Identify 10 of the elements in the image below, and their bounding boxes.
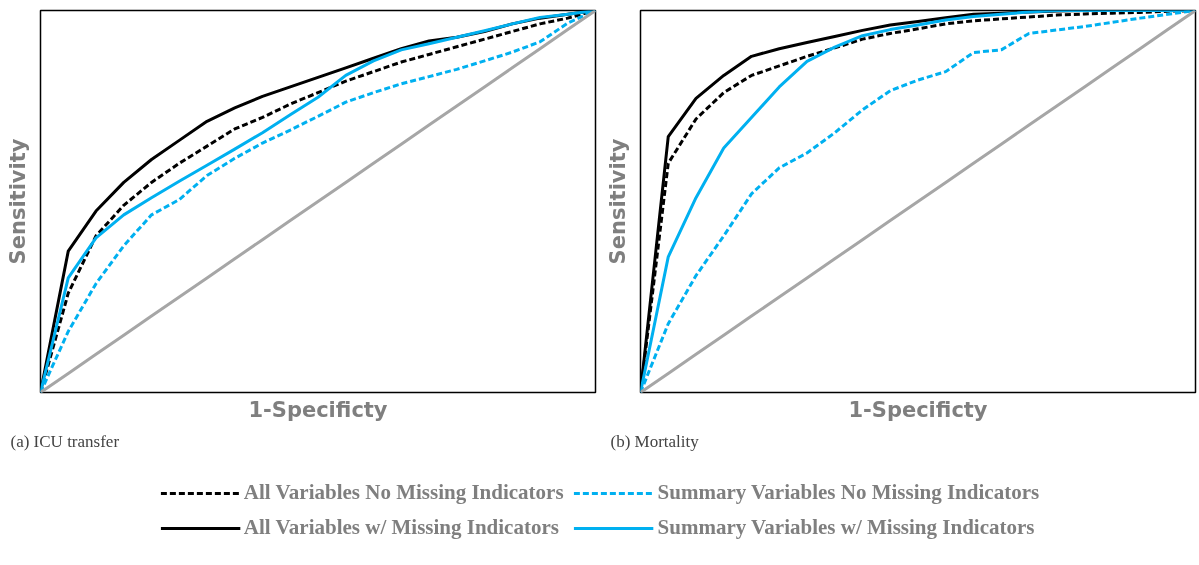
legend-label: Summary Variables w/ Missing Indicators xyxy=(657,515,1035,540)
legend-label: All Variables w/ Missing Indicators xyxy=(243,515,559,540)
y-axis-title: Sensitivity xyxy=(5,138,30,265)
legend-label: Summary Variables No Missing Indicators xyxy=(657,480,1040,505)
x-axis-title: 1-Specificty xyxy=(848,397,988,422)
text: (a) ICU transfer xyxy=(10,431,120,451)
text: (b) Mortality xyxy=(610,431,700,451)
legend-label: All Variables No Missing Indicators xyxy=(243,480,564,505)
y-axis-title: Sensitivity xyxy=(605,138,630,265)
x-axis-title: 1-Specificty xyxy=(248,397,388,422)
